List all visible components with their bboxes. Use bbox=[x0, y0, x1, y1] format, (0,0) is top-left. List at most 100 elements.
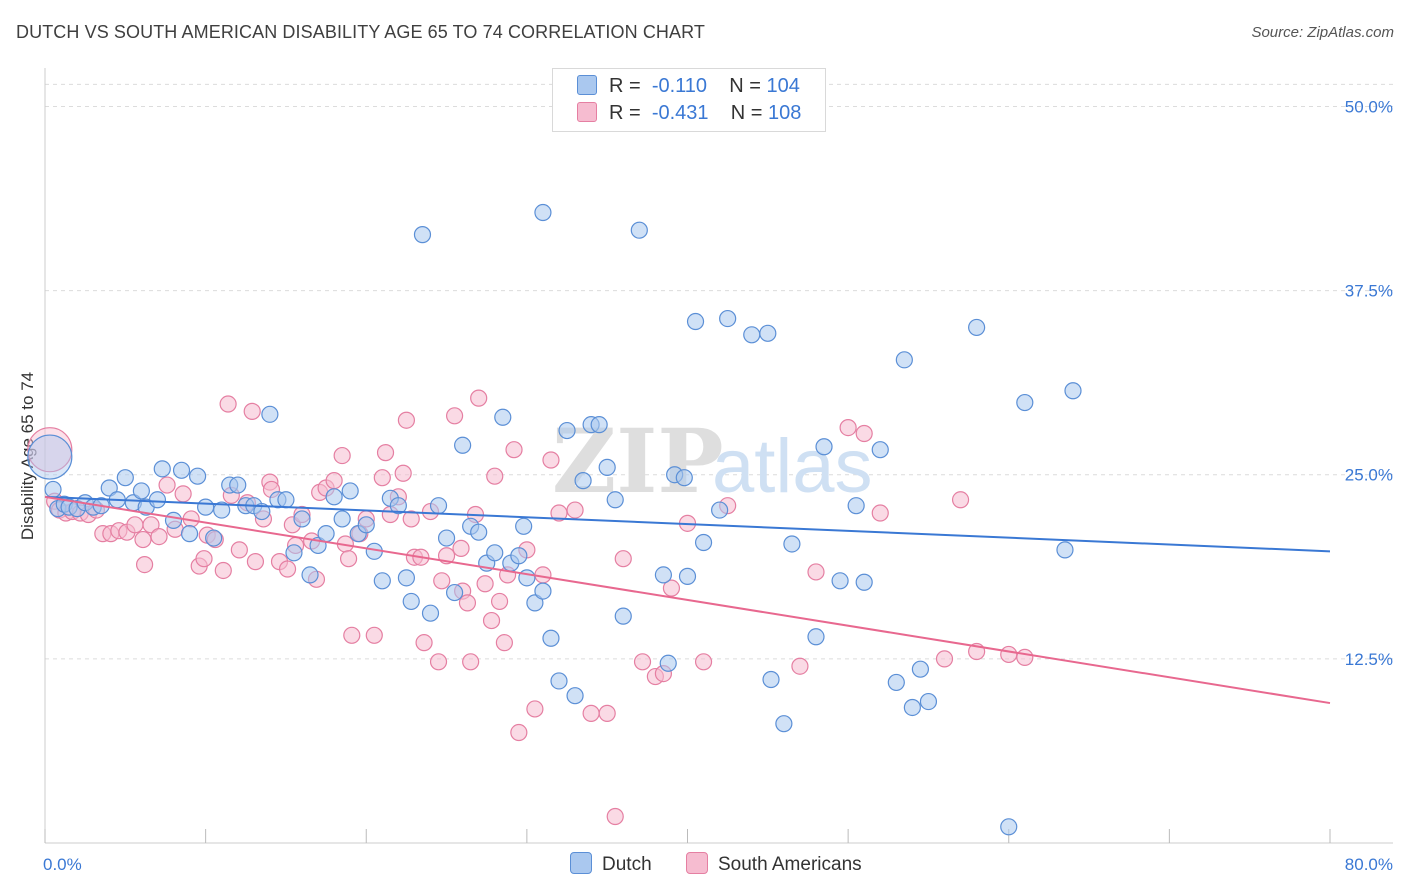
south-americans-point bbox=[490, 592, 509, 611]
chart-title: DUTCH VS SOUTH AMERICAN DISABILITY AGE 6… bbox=[16, 22, 705, 42]
south-americans-point bbox=[505, 441, 523, 459]
dutch-point bbox=[229, 476, 247, 494]
dutch-point bbox=[919, 692, 938, 711]
dutch-point bbox=[148, 491, 167, 509]
dutch-point bbox=[437, 529, 456, 547]
y-tick-label: 37.5% bbox=[1345, 282, 1393, 301]
dutch-point bbox=[429, 497, 448, 515]
south-americans-point bbox=[230, 541, 248, 559]
south-americans-point bbox=[871, 504, 889, 522]
dutch-point bbox=[397, 569, 416, 587]
dutch-point bbox=[911, 660, 930, 678]
stats-legend: R = -0.110 N = 104 R = -0.431 N = 108 bbox=[552, 68, 826, 132]
south-americans-point bbox=[325, 472, 343, 490]
grid-lines bbox=[45, 83, 1393, 660]
dutch-point bbox=[534, 582, 552, 600]
dutch-point bbox=[188, 467, 207, 485]
south-americans-point bbox=[126, 516, 144, 534]
dutch-point bbox=[486, 544, 504, 562]
dutch-r-label: R = bbox=[609, 75, 641, 97]
south-americans-point bbox=[839, 418, 857, 437]
dutch-point bbox=[783, 535, 801, 553]
dutch-point bbox=[711, 501, 729, 519]
dutch-point bbox=[678, 567, 697, 585]
dutch-point bbox=[831, 572, 849, 590]
south-americans-point bbox=[219, 395, 237, 413]
south-americans-point bbox=[402, 510, 420, 528]
dutch-point bbox=[132, 482, 150, 500]
dutch-point bbox=[518, 569, 536, 587]
south-americans-point bbox=[951, 491, 970, 509]
south-americans-point bbox=[243, 402, 261, 420]
dutch-point bbox=[333, 510, 351, 528]
dutch-legend-label: Dutch bbox=[602, 854, 652, 875]
south-americans-point bbox=[807, 563, 825, 581]
legend-row-dutch: R = -0.110 N = 104 bbox=[577, 75, 800, 101]
dutch-point bbox=[421, 604, 440, 622]
dutch-n-label: N = bbox=[729, 75, 761, 97]
dutch-point bbox=[847, 497, 865, 515]
south-americans-trend-line bbox=[44, 495, 1331, 705]
south-americans-point bbox=[214, 561, 232, 580]
tick-labels: 12.5% 25.0% 37.5% 50.0% 0.0% 80.0% bbox=[43, 97, 1393, 874]
dutch-point bbox=[534, 203, 552, 222]
bottom-legend-south[interactable]: South Americans bbox=[686, 852, 862, 876]
dutch-point bbox=[454, 436, 472, 454]
legend-row-south: R = -0.431 N = 108 bbox=[577, 102, 801, 128]
dutch-point bbox=[180, 525, 199, 543]
south-americans-point bbox=[582, 704, 600, 722]
south-americans-point bbox=[158, 476, 176, 494]
bottom-legend-dutch[interactable]: Dutch bbox=[570, 852, 652, 876]
dutch-point bbox=[301, 566, 319, 584]
dutch-point bbox=[871, 441, 889, 459]
south-americans-point bbox=[495, 634, 513, 652]
south-swatch bbox=[577, 102, 597, 122]
south-americans-point bbox=[150, 527, 168, 546]
dutch-point bbox=[1000, 818, 1018, 836]
south-americans-point bbox=[397, 411, 416, 429]
dutch-point bbox=[762, 670, 780, 689]
south-americans-point bbox=[566, 501, 584, 519]
south-r-value: -0.431 bbox=[651, 102, 709, 124]
dutch-point bbox=[598, 458, 616, 476]
south-n-label: N = bbox=[730, 102, 763, 124]
dutch-point bbox=[116, 469, 134, 487]
dutch-point bbox=[606, 491, 624, 509]
dutch-point bbox=[205, 529, 223, 547]
dutch-point bbox=[515, 517, 533, 535]
south-americans-point bbox=[365, 626, 383, 644]
south-americans-point bbox=[278, 560, 297, 578]
south-americans-point bbox=[791, 657, 809, 675]
dutch-point bbox=[44, 480, 62, 499]
dutch-point bbox=[357, 516, 375, 534]
x-tick-label: 0.0% bbox=[43, 855, 82, 874]
south-americans-point bbox=[694, 653, 713, 671]
dutch-point bbox=[775, 715, 793, 733]
south-americans-point bbox=[633, 653, 652, 671]
dutch-point bbox=[253, 502, 271, 521]
dutch-point bbox=[694, 533, 713, 552]
dutch-point bbox=[719, 309, 737, 328]
south-americans-point bbox=[135, 555, 154, 574]
dutch-point bbox=[293, 510, 311, 528]
dutch-point bbox=[373, 572, 391, 590]
dutch-point bbox=[213, 501, 231, 519]
watermark-atlas: atlas bbox=[712, 424, 873, 509]
dutch-point bbox=[558, 421, 576, 440]
south-americans-point bbox=[445, 407, 464, 425]
dutch-point bbox=[654, 566, 673, 584]
south-americans-point bbox=[458, 594, 477, 612]
dutch-point bbox=[402, 592, 420, 611]
south-americans-point bbox=[935, 650, 954, 668]
south-americans-point bbox=[526, 700, 544, 718]
dutch-legend-swatch bbox=[570, 852, 592, 874]
dutch-point bbox=[675, 469, 693, 487]
dutch-point bbox=[526, 594, 544, 612]
dutch-point bbox=[855, 573, 873, 591]
dutch-point bbox=[686, 312, 705, 331]
dutch-point bbox=[887, 673, 905, 692]
south-americans-point bbox=[452, 539, 470, 557]
dutch-trend-line bbox=[44, 495, 1331, 553]
axes bbox=[44, 68, 1393, 844]
